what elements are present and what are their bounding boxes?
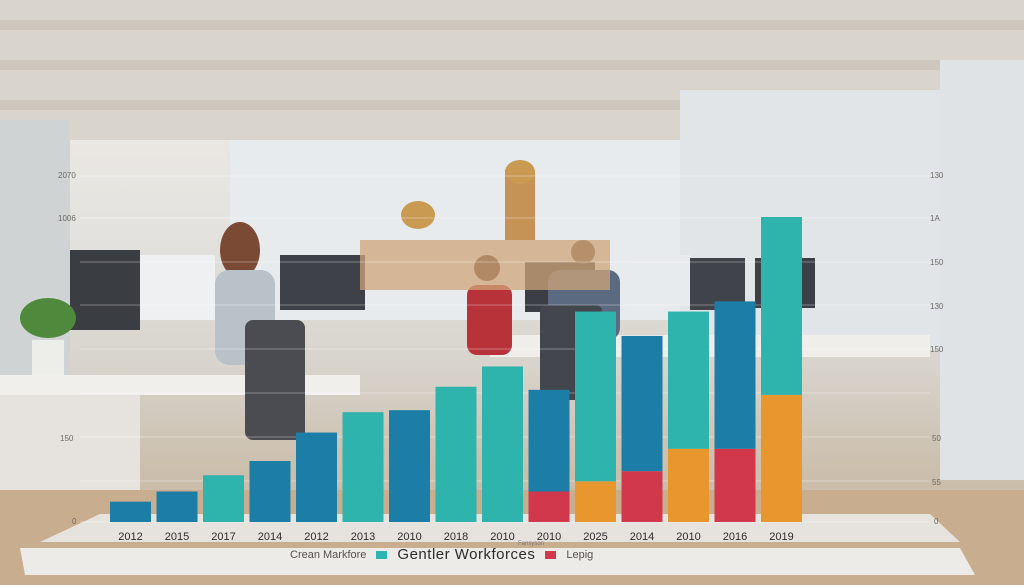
monitor-3-shape	[280, 255, 365, 310]
legend-sheet-shape	[20, 548, 975, 575]
cabinet-shape	[0, 395, 140, 490]
plant-shape	[20, 298, 76, 338]
bar-segment-upper-0	[110, 501, 151, 522]
x-tick-label-3: 2014	[258, 531, 282, 543]
bar-segment-upper-6	[389, 410, 430, 522]
bar-segment-upper-4	[296, 432, 337, 522]
left-axis-label-low: 150	[60, 434, 74, 443]
x-tick-label-11: 2014	[630, 531, 654, 543]
ceiling-beam-1	[0, 60, 1024, 70]
bar-segment-lower-11	[621, 471, 663, 522]
x-tick-label-9: 2010	[537, 531, 561, 543]
x-tick-label-2: 2017	[211, 531, 235, 543]
x-tick-label-13: 2016	[723, 531, 747, 543]
monitor-6-shape	[690, 258, 745, 310]
x-tick-label-14: 2019	[769, 531, 793, 543]
right-axis-label-3: 150	[930, 258, 944, 267]
building-shape	[360, 240, 610, 290]
left-axis-label-top: 2070	[58, 171, 76, 180]
right-axis-label-2: 1A	[930, 214, 940, 223]
bar-segment-upper-11	[621, 335, 663, 472]
legend-item-lepig: Lepig	[566, 548, 594, 561]
bar-segment-lower-14	[761, 394, 802, 522]
x-tick-label-0: 2012	[118, 531, 142, 543]
bar-segment-upper-1	[156, 491, 198, 522]
right-axis-label-8: 0	[934, 517, 939, 526]
chart-legend: Crean Markfore Gentler Workforces Lepig	[290, 546, 593, 563]
right-window-shape	[940, 60, 1024, 480]
right-axis-label-4: 130	[930, 302, 944, 311]
dome-2-shape	[505, 160, 535, 184]
chart-subcaption: Fansyson	[518, 541, 545, 547]
person-2-body-shape	[467, 285, 512, 355]
right-axis-label-1: 130	[930, 171, 944, 180]
plant-pot-shape	[32, 340, 64, 375]
bar-segment-lower-9	[528, 491, 570, 522]
right-axis-label-7: 55	[932, 478, 941, 487]
bar-segment-upper-9	[528, 389, 570, 492]
left-axis-label-zero: 0	[72, 517, 77, 526]
x-tick-label-4: 2012	[304, 531, 328, 543]
bar-segment-upper-2	[203, 475, 244, 522]
bar-segment-lower-10	[575, 481, 616, 522]
legend-swatch-red	[545, 550, 557, 559]
desk-left-shape	[0, 375, 360, 395]
right-axis-label-5: 150	[930, 345, 944, 354]
bar-segment-lower-12	[668, 448, 709, 522]
x-tick-label-6: 2010	[397, 531, 421, 543]
monitor-5-shape	[630, 255, 690, 305]
dome-1-shape	[401, 201, 435, 229]
ceiling-beam-0	[0, 20, 1024, 30]
bar-segment-upper-3	[249, 461, 291, 522]
monitor-2-shape	[140, 255, 215, 320]
x-tick-label-10: 2025	[583, 531, 607, 543]
x-tick-label-8: 2010	[490, 531, 514, 543]
chair-1-shape	[245, 320, 305, 440]
bar-segment-upper-5	[342, 412, 384, 522]
person-1-hair-shape	[220, 222, 260, 278]
right-axis-label-6: 50	[932, 434, 941, 443]
bar-segment-lower-13	[714, 448, 756, 522]
bar-segment-upper-10	[575, 311, 616, 482]
bar-segment-upper-12	[668, 311, 709, 449]
ceiling-beam-2	[0, 100, 1024, 110]
bar-segment-upper-14	[761, 217, 802, 395]
x-tick-label-1: 2015	[165, 531, 189, 543]
legend-title: Crean Markfore	[290, 548, 367, 561]
legend-swatch-teal	[376, 550, 388, 559]
x-tick-label-5: 2013	[351, 531, 375, 543]
bar-segment-upper-7	[435, 386, 477, 522]
left-axis-label-mid: 1006	[58, 214, 76, 223]
bar-segment-upper-13	[714, 301, 756, 449]
x-tick-label-12: 2010	[676, 531, 700, 543]
legend-item-gentler: Gentler Workforces	[397, 546, 536, 563]
monitor-1-shape	[70, 250, 140, 330]
bar-segment-upper-8	[482, 366, 523, 522]
x-tick-label-7: 2018	[444, 531, 468, 543]
